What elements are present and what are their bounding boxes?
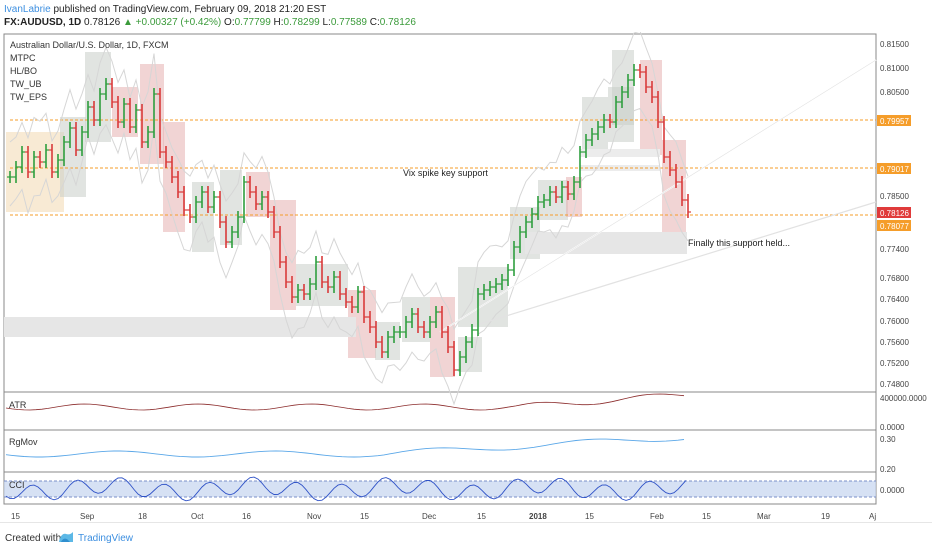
time-label: 15 <box>11 512 20 521</box>
support-zone-left[interactable] <box>4 317 356 337</box>
annotation-vix[interactable]: Vix spike key support <box>403 168 488 178</box>
time-label: 19 <box>821 512 830 521</box>
atr-axis-label: 400000.0000 <box>880 394 927 403</box>
time-label: Oct <box>191 512 204 521</box>
time-label: Aj <box>869 512 876 521</box>
price-tag: 0.78126 <box>880 209 909 218</box>
indicator-hlbo[interactable]: HL/BO <box>10 66 37 76</box>
high-label: H: <box>273 17 284 28</box>
created-with-text: Created with <box>5 533 62 544</box>
close-label: C: <box>369 17 380 28</box>
indicator-tw-eps[interactable]: TW_EPS <box>10 92 47 102</box>
trendline-lower[interactable] <box>479 201 877 325</box>
price-tag: 0.79017 <box>880 165 909 174</box>
price-label: 0.81000 <box>880 64 909 73</box>
time-label: 16 <box>242 512 251 521</box>
price-change: +0.00327 (+0.42%) <box>135 17 222 28</box>
time-label: Dec <box>422 512 436 521</box>
chart-header: IvanLabrie published on TradingView.com,… <box>0 0 932 30</box>
open-label: O: <box>224 17 235 28</box>
price-label: 0.76000 <box>880 317 909 326</box>
pattern-box <box>538 180 568 220</box>
rgmov-axis-label: 0.20 <box>880 465 896 474</box>
atr-axis-label: 0.0000 <box>880 423 905 432</box>
published-text: published on TradingView.com, February 0… <box>53 4 327 15</box>
indicator-tw-ub[interactable]: TW_UB <box>10 79 42 89</box>
price-label: 0.74800 <box>880 380 909 389</box>
price-label: 0.75600 <box>880 338 909 347</box>
annotation-support[interactable]: Finally this support held... <box>688 238 790 248</box>
time-label: Feb <box>650 512 664 521</box>
time-label: 2018 <box>529 512 547 521</box>
open-value: 0.77799 <box>234 17 271 28</box>
channel-envelope-lower <box>9 107 689 406</box>
channel-envelope <box>9 32 689 331</box>
time-label: 15 <box>702 512 711 521</box>
price-bars[interactable] <box>7 64 691 376</box>
atr-line <box>5 393 685 411</box>
price-label: 0.81500 <box>880 40 909 49</box>
trendline-upper-shadow <box>439 59 877 333</box>
time-label: Mar <box>757 512 771 521</box>
tradingview-logo-icon[interactable] <box>58 531 74 543</box>
low-label: L: <box>322 17 331 28</box>
time-label: Nov <box>307 512 321 521</box>
pattern-box <box>112 87 138 137</box>
atr-label: ATR <box>9 400 27 410</box>
price-label: 0.75200 <box>880 359 909 368</box>
price-label: 0.76800 <box>880 274 909 283</box>
high-value: 0.78299 <box>283 17 320 28</box>
cci-label: CCI <box>9 480 25 490</box>
author-link[interactable]: IvanLabrie <box>4 4 51 15</box>
price-tag: 0.78077 <box>880 222 909 231</box>
symbol-label: FX:AUDUSD, 1D <box>4 17 82 28</box>
indicator-mtpc[interactable]: MTPC <box>10 53 36 63</box>
time-label: 15 <box>360 512 369 521</box>
rgmov-line <box>5 438 685 458</box>
footer: Created with TradingView <box>0 522 932 551</box>
price-tag-bg <box>877 220 911 231</box>
close-value: 0.78126 <box>379 17 416 28</box>
time-label: 15 <box>585 512 594 521</box>
cci-axis-label: 0.0000 <box>880 486 905 495</box>
last-price: 0.78126 <box>84 17 121 28</box>
price-tag-bg <box>877 163 911 174</box>
low-value: 0.77589 <box>330 17 367 28</box>
time-label: 18 <box>138 512 147 521</box>
cci-band <box>4 481 876 497</box>
tradingview-brand[interactable]: TradingView <box>78 533 134 544</box>
pattern-box <box>458 337 482 372</box>
rgmov-label: RgMov <box>9 437 38 447</box>
time-label: Sep <box>80 512 95 521</box>
rgmov-axis-label: 0.30 <box>880 435 896 444</box>
resistance-zone[interactable] <box>580 149 660 157</box>
price-label: 0.76400 <box>880 295 909 304</box>
support-zone-right[interactable] <box>525 232 687 254</box>
price-label: 0.77400 <box>880 245 909 254</box>
pattern-box <box>458 267 508 327</box>
chart-title: Australian Dollar/U.S. Dollar, 1D, FXCM <box>10 40 169 50</box>
price-tag-bg <box>877 115 911 126</box>
cci-line <box>5 476 687 502</box>
price-label: 0.80500 <box>880 88 909 97</box>
ohlc-bar: FX:AUDUSD, 1D 0.78126 ▲ +0.00327 (+0.42%… <box>4 17 416 28</box>
price-label: 0.78500 <box>880 192 909 201</box>
chart-canvas[interactable]: Australian Dollar/U.S. Dollar, 1D, FXCM … <box>0 32 932 522</box>
price-tag: 0.79957 <box>880 117 909 126</box>
change-arrow-icon: ▲ <box>122 17 133 28</box>
publish-info: IvanLabrie published on TradingView.com,… <box>4 4 326 15</box>
time-label: 15 <box>477 512 486 521</box>
price-tag-bg <box>877 207 911 218</box>
